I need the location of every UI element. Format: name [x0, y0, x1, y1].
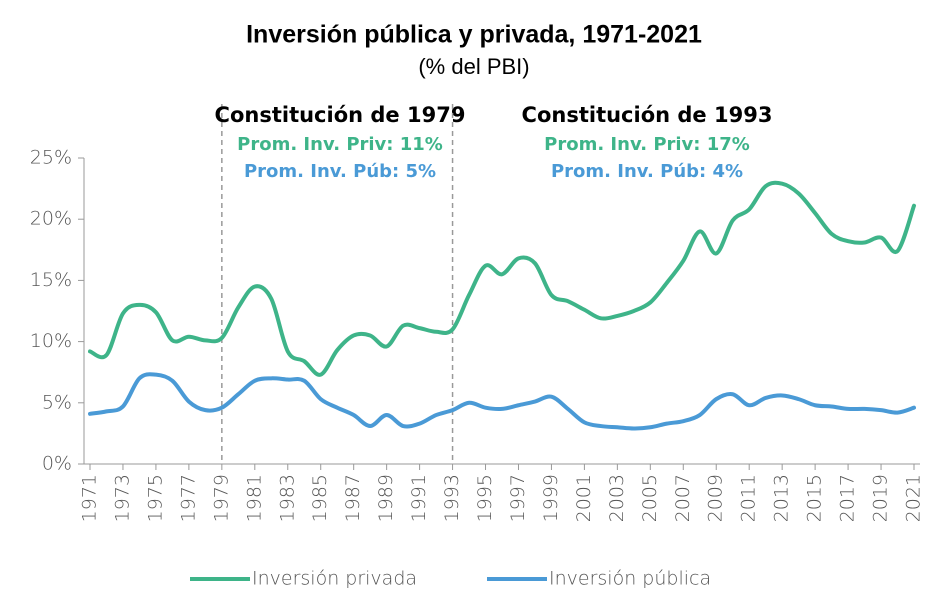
series-line	[88, 180, 916, 377]
x-tick-label: 1993	[441, 474, 463, 522]
x-tick-label: 2017	[837, 474, 859, 522]
y-tick-label: 5%	[42, 391, 72, 413]
x-tick-label: 2005	[639, 474, 661, 522]
y-tick-label: 20%	[30, 208, 72, 230]
annotation-priv: Prom. Inv. Priv: 17%	[544, 134, 750, 155]
x-tick-label: 1971	[79, 474, 101, 522]
legend-label: Inversión privada	[252, 568, 417, 590]
chart-title: Inversión pública y privada, 1971-2021	[246, 21, 702, 49]
x-tick-label: 1977	[177, 474, 199, 522]
x-tick-label: 1983	[276, 474, 298, 522]
x-tick-label: 1975	[144, 474, 166, 522]
x-tick-label: 1997	[507, 474, 529, 522]
annotation-pub: Prom. Inv. Púb: 4%	[551, 161, 743, 182]
x-tick-label: 2007	[672, 474, 694, 522]
x-tick-label: 2003	[606, 474, 628, 522]
y-tick-label: 10%	[30, 330, 72, 352]
annotation-title: Constitución de 1993	[522, 103, 773, 127]
annotation-priv: Prom. Inv. Priv: 11%	[237, 134, 443, 155]
series-line	[88, 372, 916, 431]
y-tick-label: 25%	[30, 147, 72, 169]
x-tick-label: 1981	[243, 474, 265, 522]
x-tick-label: 2009	[705, 474, 727, 522]
x-tick-label: 1987	[342, 474, 364, 522]
y-tick-label: 0%	[42, 453, 72, 475]
x-tick-label: 2021	[903, 474, 925, 522]
chart-subtitle: (% del PBI)	[418, 54, 529, 79]
x-tick-label: 1989	[375, 474, 397, 522]
x-tick-label: 2001	[573, 474, 595, 522]
x-tick-label: 1973	[111, 474, 133, 522]
x-tick-label: 1999	[540, 474, 562, 522]
x-tick-label: 2015	[804, 474, 826, 522]
x-tick-label: 1979	[210, 474, 232, 522]
x-tick-label: 2011	[738, 474, 760, 522]
x-tick-label: 1995	[474, 474, 496, 522]
x-tick-label: 1985	[309, 474, 331, 522]
annotation-title: Constitución de 1979	[215, 103, 466, 127]
x-tick-label: 2013	[771, 474, 793, 522]
x-tick-label: 1991	[408, 474, 430, 522]
x-tick-label: 2019	[870, 474, 892, 522]
legend-label: Inversión pública	[549, 568, 711, 590]
y-tick-label: 15%	[30, 269, 72, 291]
annotation-pub: Prom. Inv. Púb: 5%	[244, 161, 436, 182]
